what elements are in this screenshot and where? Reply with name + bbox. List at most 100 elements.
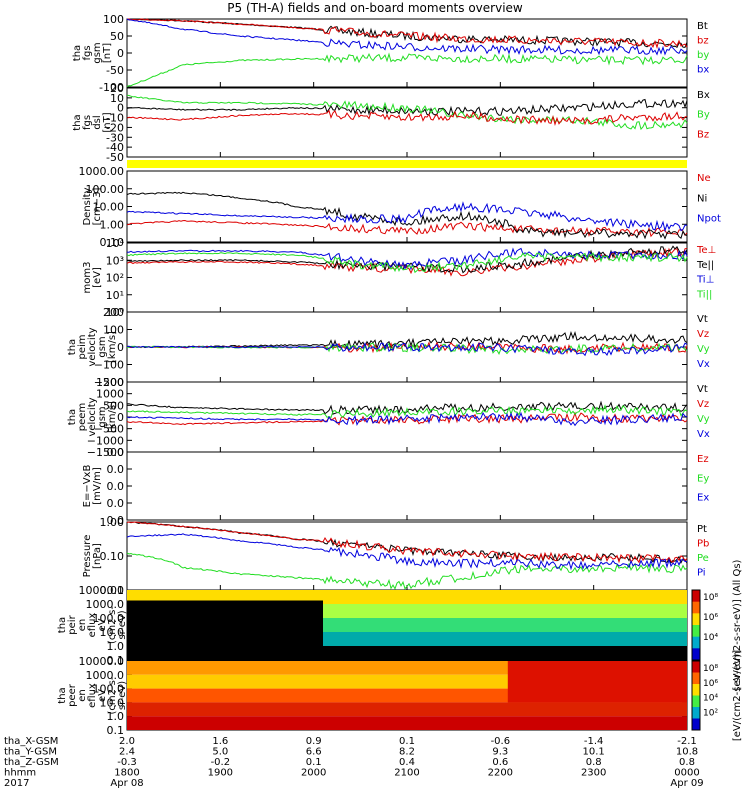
legend-moments-Ti||: Ti||: [696, 289, 712, 300]
ylabel-moments: [eV]: [92, 267, 103, 288]
series-density-Ne: [126, 219, 688, 238]
time-y-label: 10.1: [583, 747, 605, 758]
ytick-label-efield: 0.0: [107, 497, 125, 510]
ylabel-peir_eflux: (cm2-s-: [107, 606, 118, 644]
time-y-label: 9.3: [492, 747, 508, 758]
ylabel-peim_velocity: peim: [77, 334, 88, 359]
ylabel-fgs_gsm: [nT]: [102, 43, 113, 63]
time-y-label: 5.0: [212, 747, 228, 758]
legend-moments-Ti⊥: Ti⊥: [696, 275, 714, 286]
ytick-label-peem_velocity: −500: [94, 423, 124, 436]
colorbar-peir_eflux: [692, 636, 700, 649]
time-z-label: 0.8: [679, 757, 695, 768]
ytick-label-fgs_dsl: 0: [117, 102, 124, 115]
time-y-label: 2.4: [119, 747, 135, 758]
series-peem_velocity-Vz: [126, 411, 688, 426]
ylabel-peem_velocity: [km/s]: [107, 401, 118, 433]
ytick-label-fgs_dsl: 20: [110, 82, 124, 95]
colorbar-tick-peir_eflux: 10⁶: [703, 613, 718, 623]
ytick-label-fgs_gsm: -100: [99, 81, 124, 94]
ytick-label-peem_velocity: 1500: [96, 376, 124, 389]
series-fgs_dsl-By: [126, 94, 688, 131]
time-x-label: 0.1: [399, 736, 415, 747]
status-strip: [127, 160, 687, 168]
colorbar-peir_eflux: [692, 590, 700, 603]
ytick-label-efield: 0.0: [107, 463, 125, 476]
ytick-label-peer_eflux: 10.0: [100, 696, 125, 709]
heatmap-block-peer_eflux: [507, 661, 687, 703]
series-pressure-Pe: [126, 552, 688, 590]
time-z-label: 0.6: [492, 757, 508, 768]
time-z-label: -0.2: [211, 757, 231, 768]
legend-peem_velocity-Vz: Vz: [697, 399, 709, 410]
ytick-label-density: 100.00: [86, 183, 125, 196]
time-z-label: 0.4: [399, 757, 415, 768]
colorbar-peer_eflux: [692, 707, 700, 719]
ytick-label-fgs_dsl: -30: [106, 131, 124, 144]
ytick-label-fgs_dsl: -20: [106, 121, 124, 134]
legend-density-Npot: Npot: [697, 214, 721, 225]
colorbar-peir_eflux: [692, 625, 700, 638]
time-y-label: 8.2: [399, 747, 415, 758]
ytick-label-fgs_gsm: -50: [106, 64, 124, 77]
ytick-label-pressure: 1.00: [100, 516, 125, 529]
ytick-label-peim_velocity: 0: [117, 341, 124, 354]
time-x-label: -1.4: [584, 736, 604, 747]
time-y-label: 10.8: [676, 747, 698, 758]
series-peem_velocity-Vy: [126, 404, 688, 419]
ytick-label-fgs_dsl: -10: [106, 112, 124, 125]
ytick-label-efield: 0.0: [107, 480, 125, 493]
legend-fgs_dsl-Bx: Bx: [697, 90, 710, 101]
time-hhmm-label: 2100: [394, 768, 419, 779]
ytick-label-peim_velocity: −200: [94, 376, 124, 389]
legend-moments-Te||: Te||: [696, 260, 714, 271]
time-row-label: tha_Y-GSM: [4, 747, 57, 758]
colorbar-tick-peir_eflux: 10⁴: [703, 633, 718, 643]
ytick-label-pressure: 0.10: [100, 550, 125, 563]
ytick-label-peer_eflux: 0.1: [107, 724, 125, 737]
series-pressure-Pi: [126, 533, 688, 571]
series-moments-Te||: [126, 245, 688, 274]
ytick-label-peim_velocity: 100: [103, 324, 124, 337]
ylabel-efield: E=−VxB: [82, 465, 93, 508]
colorbar-peer_eflux: [692, 661, 700, 673]
ylabel-fgs_dsl: fgs: [82, 115, 93, 130]
time-hhmm-label: 1800: [114, 768, 139, 779]
ytick-label-density: 1.00: [100, 218, 125, 231]
ytick-label-moments: 10⁰: [106, 306, 125, 319]
series-pressure-Pb: [126, 521, 688, 564]
time-date-label: Apr 09: [670, 778, 703, 789]
colorbar-peir_eflux: [692, 648, 700, 661]
time-hhmm-label: 2200: [488, 768, 513, 779]
colorbar-peir_eflux: [692, 601, 700, 614]
ylabel-peem_velocity: velocity: [87, 397, 98, 436]
legend-density-Ne: Ne: [697, 173, 711, 184]
time-date-label: Apr 08: [110, 778, 143, 789]
time-row-label: tha_Z-GSM: [4, 757, 59, 768]
ytick-label-peem_velocity: 1000: [96, 388, 124, 401]
time-x-label: -2.1: [677, 736, 697, 747]
ytick-label-fgs_gsm: 100: [103, 13, 124, 26]
ytick-label-peer_eflux: 1000.0: [86, 669, 125, 682]
ytick-label-peir_eflux: 0.1: [107, 654, 125, 667]
ylabel-peir_eflux: peir: [67, 614, 78, 634]
ylabel-peim_velocity: velocity: [87, 327, 98, 366]
ytick-label-density: 10.00: [93, 201, 125, 214]
colorbar-label-peer_eflux: [eV/(cm2-s-sr-eV)]: [732, 650, 743, 741]
ytick-label-density: 0.10: [100, 236, 125, 249]
ylabel-peer_eflux: tha: [57, 687, 68, 703]
colorbar-label-peir_eflux: [eV/(cm2-s-sr-eV)] (All Qs): [732, 559, 743, 690]
legend-pressure-Pi: Pi: [697, 568, 706, 579]
series-peem_velocity-Vx: [126, 411, 688, 427]
ytick-label-peem_velocity: −1500: [87, 446, 124, 459]
time-z-label: -0.3: [117, 757, 137, 768]
ylabel-density: Density: [82, 187, 93, 225]
ylabel-moments: mom3: [82, 262, 93, 294]
ylabel-pressure: Pressure: [82, 535, 93, 578]
ylabel-fgs_gsm: tha: [72, 45, 83, 61]
ylabel-peer_eflux: sr-eV): [117, 681, 128, 710]
ylabel-peer_eflux: eV: [97, 689, 108, 702]
legend-peim_velocity-Vt: Vt: [697, 314, 708, 325]
ylabel-peir_eflux: en: [77, 619, 88, 632]
